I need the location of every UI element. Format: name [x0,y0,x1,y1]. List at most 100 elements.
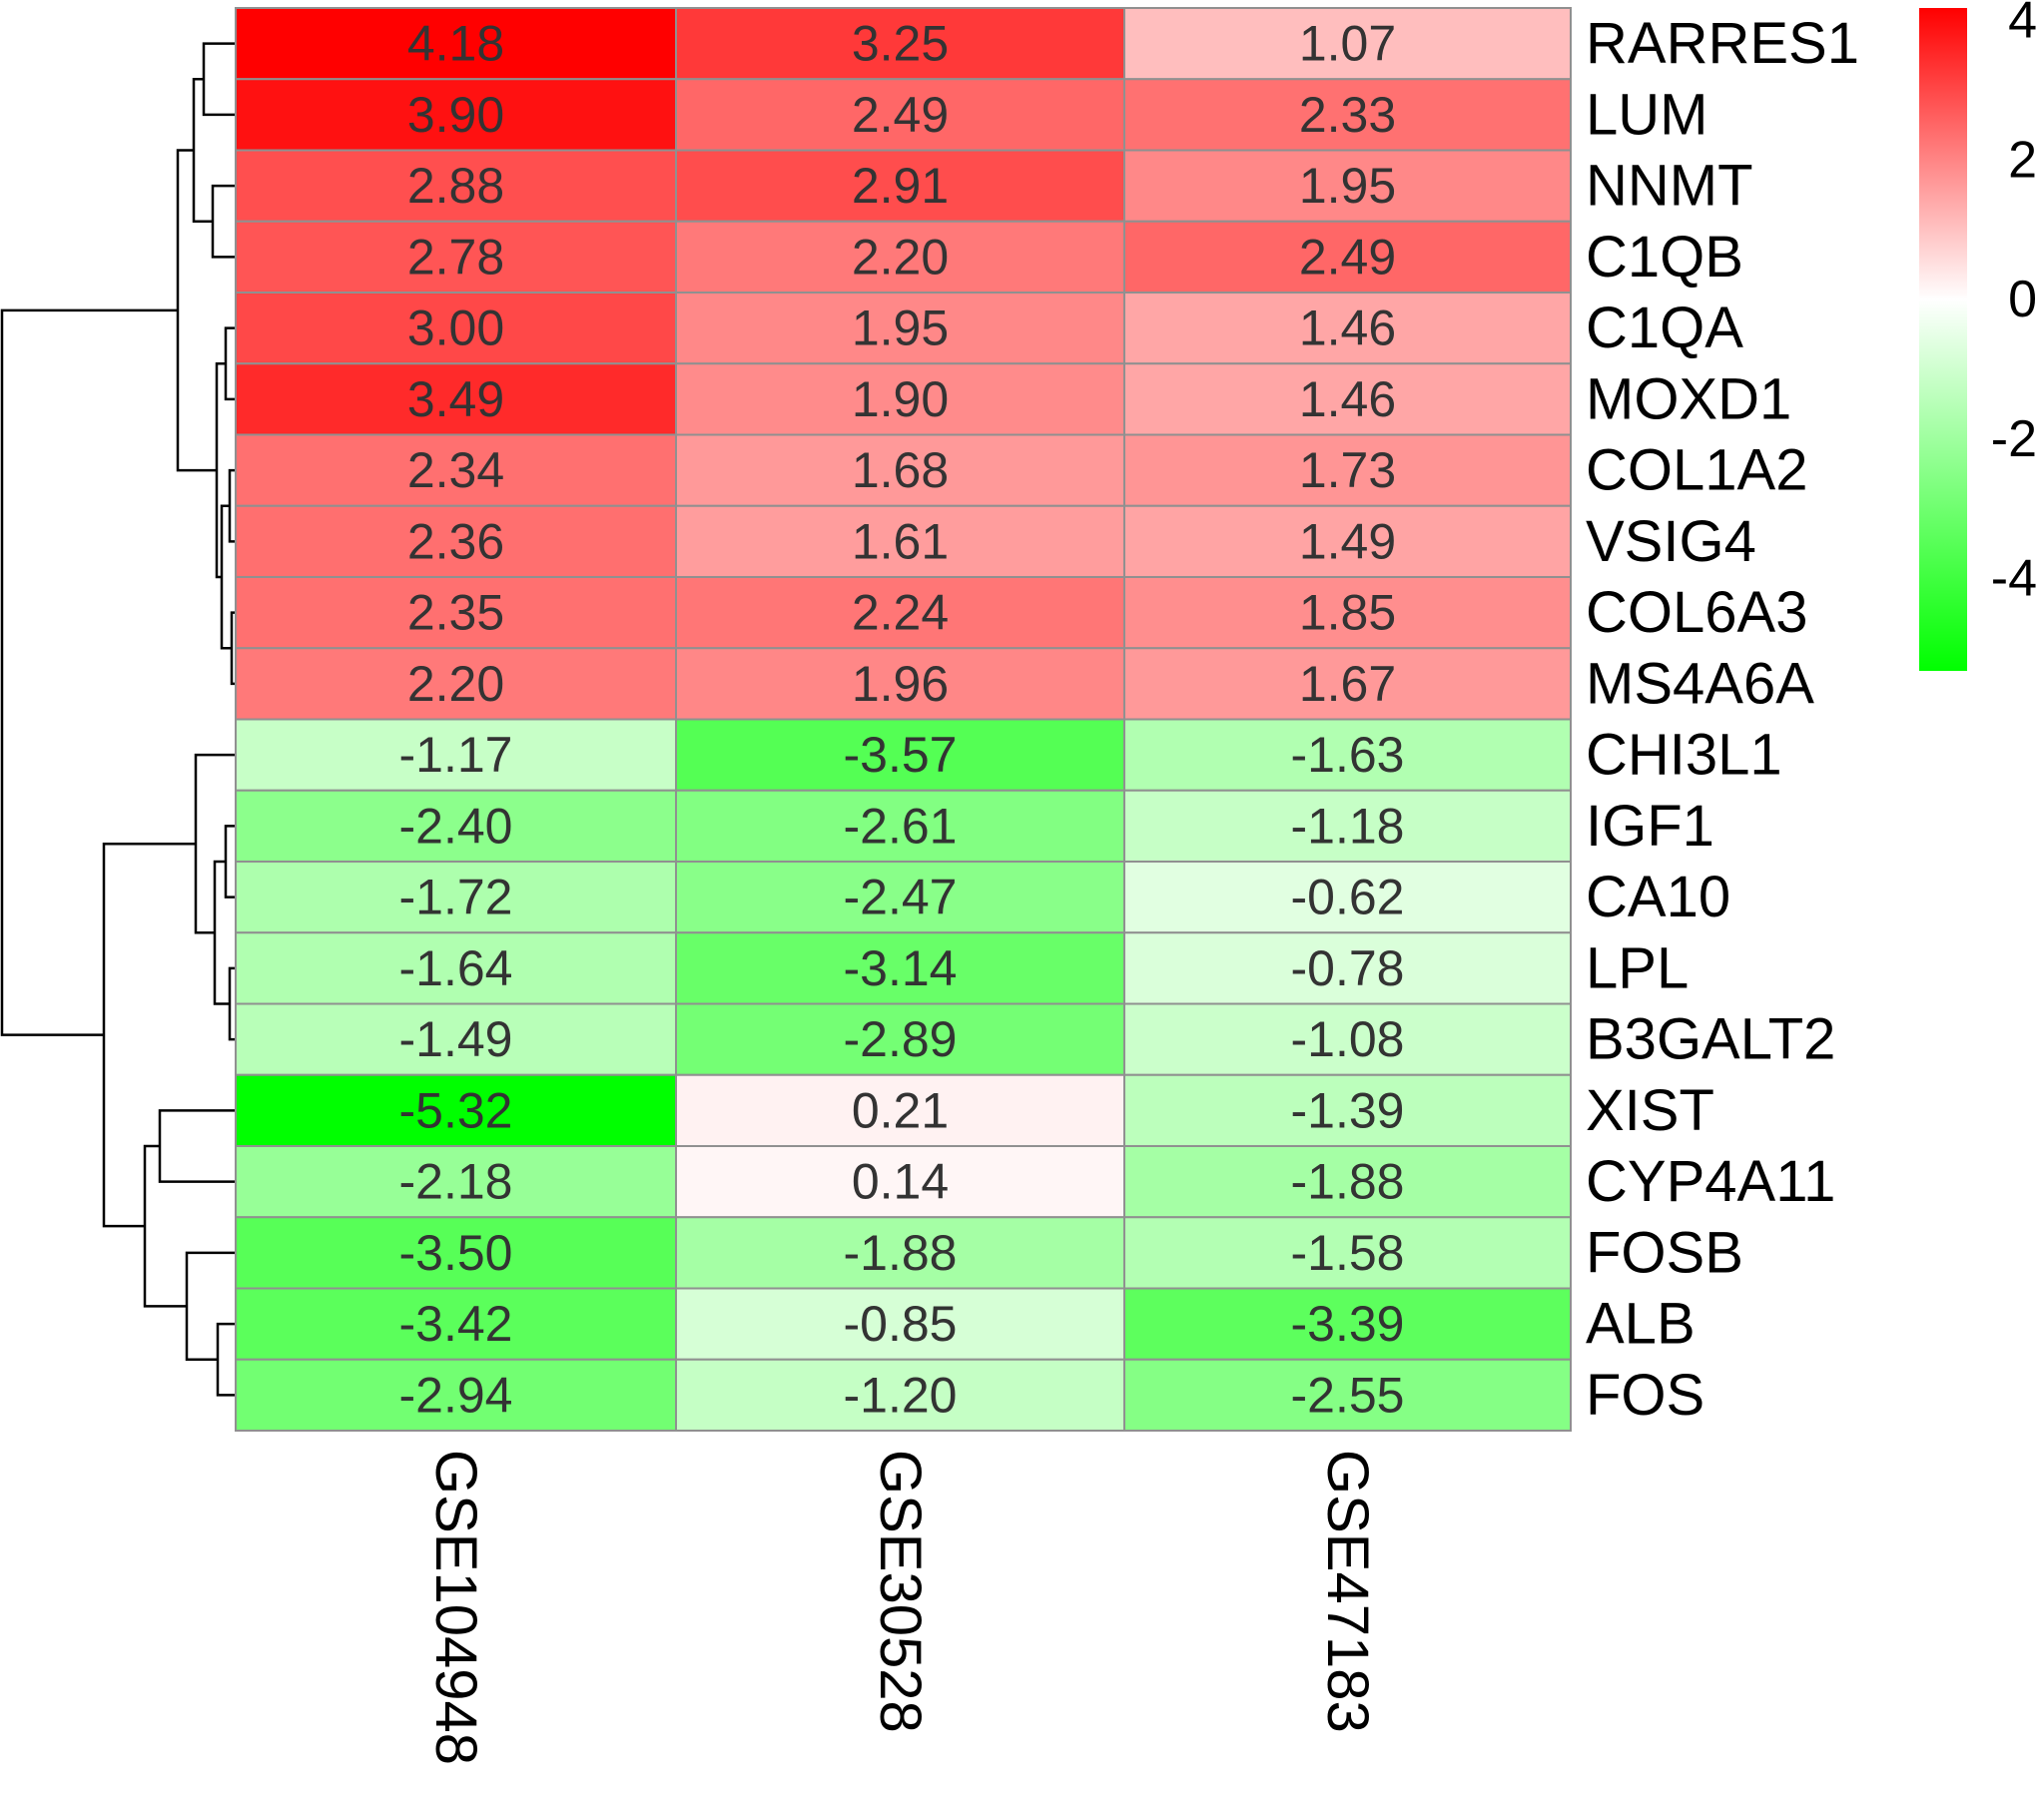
heatmap-cell [235,861,677,934]
heatmap-cell [1123,292,1572,365]
cell-value-label: -3.14 [844,940,958,996]
column-label: GSE47183 [1315,1450,1380,1733]
cell-value-label: 1.46 [1299,300,1396,356]
cell-value-label: 0.14 [852,1154,949,1210]
row-label: LUM [1586,82,1707,147]
row-label: MS4A6A [1586,651,1814,716]
cell-value-label: 1.85 [1299,585,1396,641]
heatmap-cell [675,292,1125,365]
heatmap-cell [235,78,677,152]
legend-tick-label: 0 [2008,271,2037,328]
dendrogram-branch [202,42,236,117]
heatmap-cell [235,362,677,436]
cell-value-label: 2.20 [852,229,949,285]
cell-value-label: -1.18 [1291,798,1405,854]
heatmap-cell [1123,576,1572,650]
cell-value-label: -3.42 [399,1296,513,1352]
cell-value-label: -1.58 [1291,1225,1405,1281]
dendrogram-branch [224,326,236,401]
heatmap-cell [675,7,1125,81]
column-labels: GSE104948 GSE30528 GSE47183 [423,1450,1380,1765]
legend-tick-label: -2 [1991,410,2037,468]
row-label: RARRES1 [1586,11,1859,76]
cell-value-label: 1.90 [852,371,949,427]
heatmap-cell [675,362,1125,436]
row-label: COL1A2 [1586,438,1807,503]
cell-value-label: 1.68 [852,442,949,498]
cell-value-label: -1.17 [399,727,513,783]
heatmap-cell [675,220,1125,294]
column-label: GSE104948 [423,1450,488,1765]
cell-value-label: -3.57 [844,727,958,783]
row-label: NNMT [1586,154,1753,219]
cell-value-label: 1.07 [1299,16,1396,72]
dendrogram-branch [213,860,230,1005]
row-dendrogram [0,42,236,1397]
dendrogram-branch [143,1144,187,1308]
cell-value-label: -0.62 [1291,870,1405,925]
heatmap-cell [675,78,1125,152]
cell-value-label: 2.34 [407,442,504,498]
row-label: CYP4A11 [1586,1149,1835,1214]
heatmap-cell [235,1002,677,1076]
heatmap-cell [1123,861,1572,934]
heatmap-cell [235,292,677,365]
cell-value-label: -1.88 [844,1225,958,1281]
heatmap-cell [235,789,677,863]
cell-value-label: 3.90 [407,87,504,143]
cell-value-label: 2.78 [407,229,504,285]
dendrogram-branch [224,825,236,899]
row-label: IGF1 [1586,794,1714,859]
heatmap-cell [675,504,1125,578]
cell-value-label: -3.50 [399,1225,513,1281]
cell-value-label: 3.25 [852,16,949,72]
heatmap-cell [1123,78,1572,152]
heatmap-cell [675,1358,1125,1432]
row-label: ALB [1586,1292,1696,1357]
cell-value-label: 1.95 [852,300,949,356]
cell-value-label: 2.49 [1299,229,1396,285]
cell-value-label: 2.24 [852,585,949,641]
cell-value-label: 3.49 [407,371,504,427]
heatmap-cell [1123,362,1572,436]
cell-value-label: -2.94 [399,1367,513,1423]
cell-value-label: 2.49 [852,87,949,143]
heatmap-cell [1123,433,1572,507]
cell-value-label: 1.96 [852,656,949,712]
dendrogram-branch [176,149,217,472]
cell-value-label: 2.33 [1299,87,1396,143]
cell-value-label: -3.39 [1291,1296,1405,1352]
heatmap-cell [235,1358,677,1432]
row-label: CHI3L1 [1586,723,1782,788]
cell-value-label: 2.20 [407,656,504,712]
cell-value-label: -2.47 [844,870,958,925]
legend-ticks: 4 2 0 -2 -4 [1991,0,2037,608]
heatmap-cell [1123,931,1572,1005]
heatmap-cell [675,433,1125,507]
legend-tick-label: 2 [2008,131,2037,189]
legend-tick-label: 4 [2008,0,2037,50]
heatmap-cell [235,433,677,507]
cell-value-label: 2.88 [407,158,504,214]
row-label: COL6A3 [1586,580,1807,645]
row-label: C1QB [1586,225,1743,290]
dendrogram-branch [0,308,178,1036]
cell-value-label: 0.21 [852,1082,949,1138]
heatmap-cell [675,1287,1125,1361]
heatmap-cell [235,1145,677,1219]
cell-value-label: 2.91 [852,158,949,214]
cell-value-label: -2.89 [844,1011,958,1067]
cell-value-label: 1.73 [1299,442,1396,498]
row-label: MOXD1 [1586,366,1791,431]
heatmap-cell [1123,718,1572,792]
cell-value-label: 1.46 [1299,371,1396,427]
heatmap-cell [675,718,1125,792]
cell-value-label: 4.18 [407,16,504,72]
legend-color-bar [1919,8,1967,671]
cell-value-label: -1.72 [399,870,513,925]
cell-value-label: -1.20 [844,1367,958,1423]
cell-value-label: -2.55 [1291,1367,1405,1423]
cell-value-label: 1.49 [1299,513,1396,569]
heatmap-cell [1123,220,1572,294]
